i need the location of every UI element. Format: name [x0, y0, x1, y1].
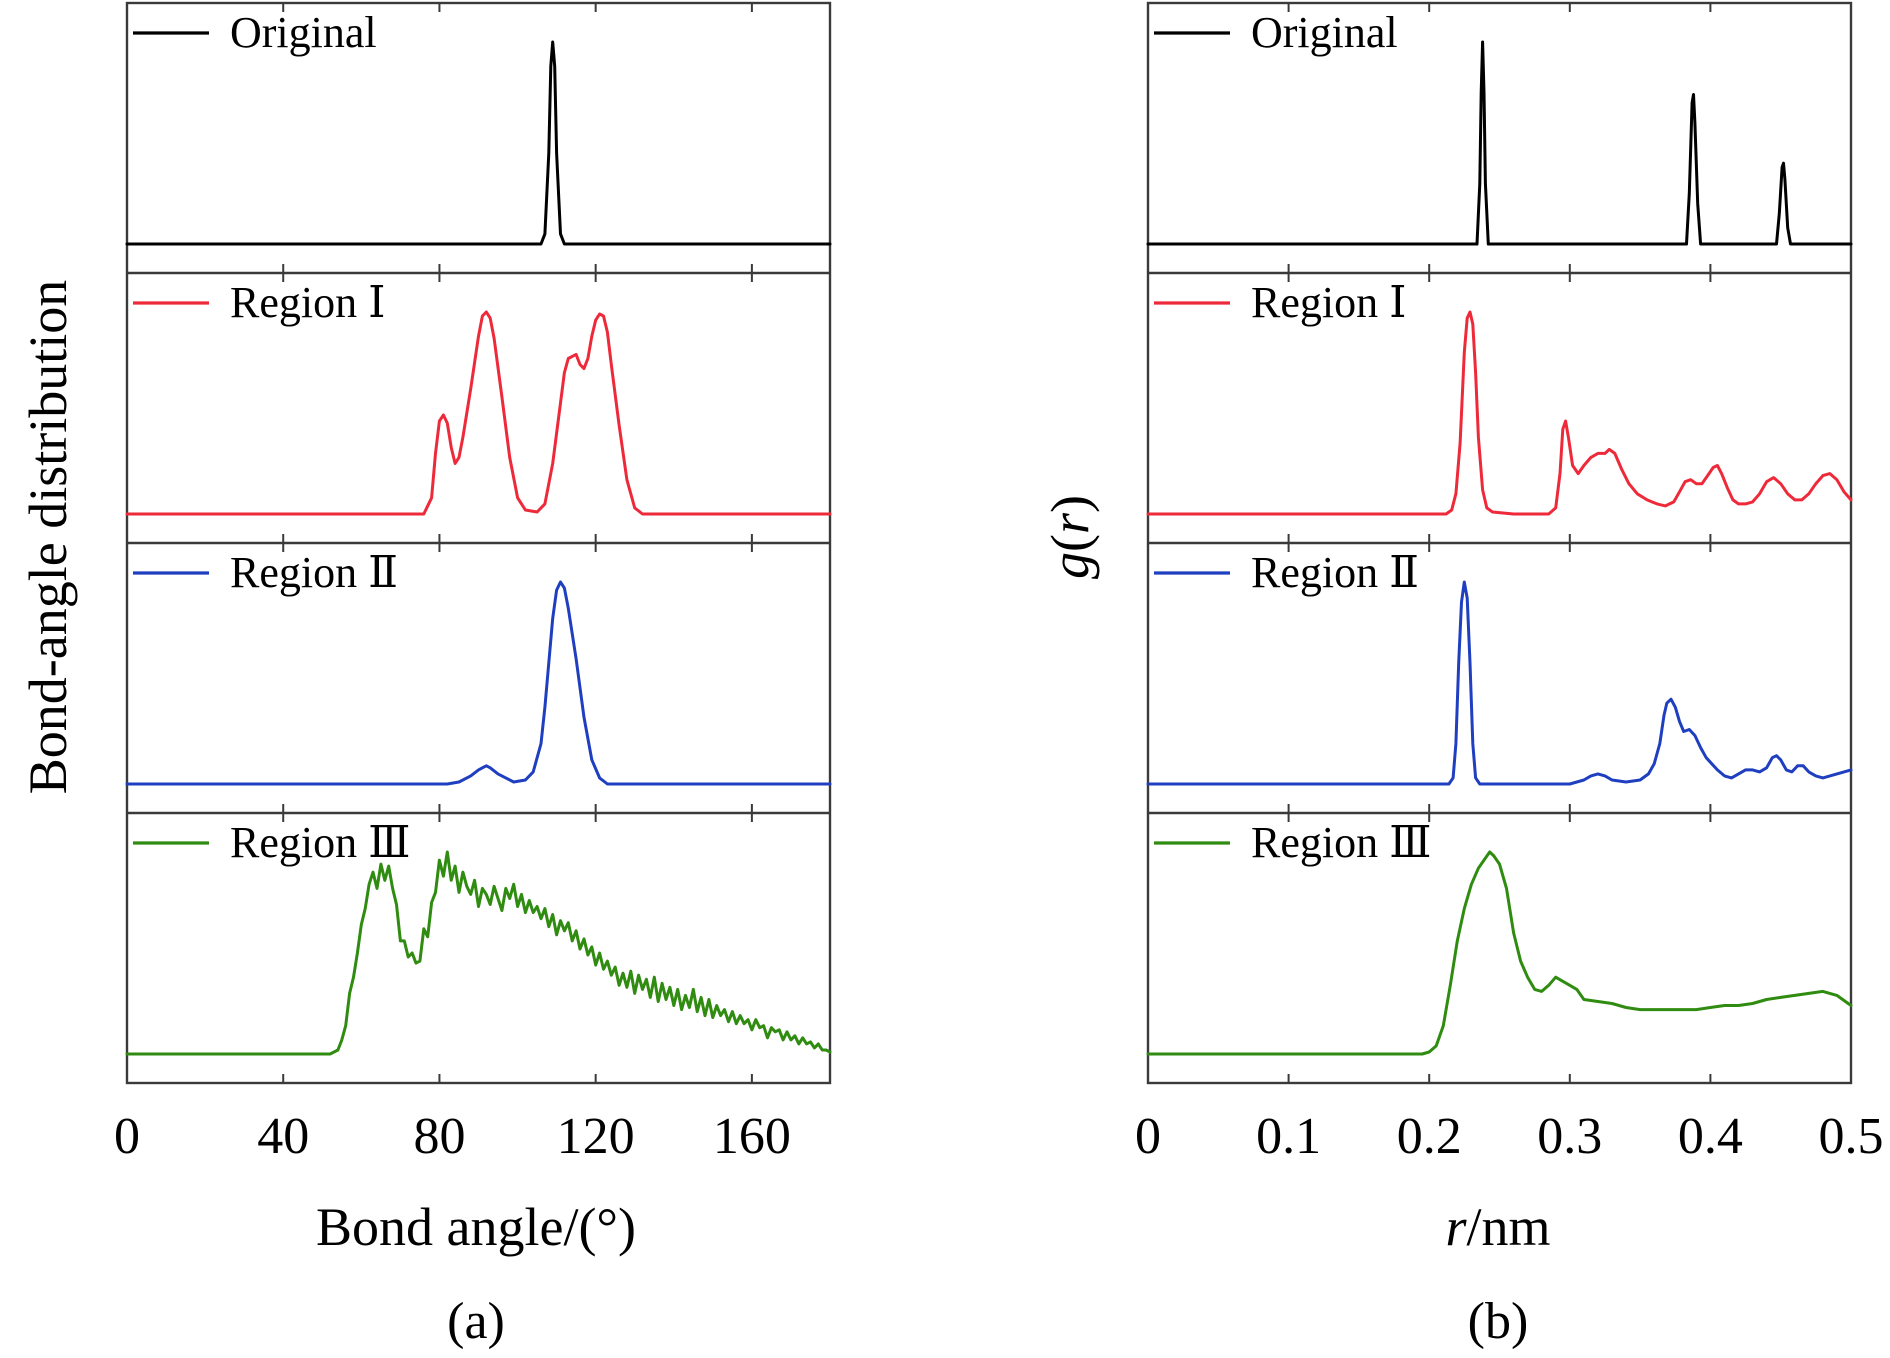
- panel-b-legend-label: Original: [1251, 8, 1398, 57]
- panel-a-y-axis-label: Bond-angle distribution: [18, 280, 78, 794]
- panel-b-x-axis-label-r: r: [1445, 1197, 1467, 1257]
- panel-a-legend-label: Region Ⅰ: [230, 278, 385, 327]
- panel-b-x-tick-label: 0.3: [1537, 1108, 1602, 1165]
- panel-b-legend-label: Region Ⅰ: [1251, 278, 1406, 327]
- panel-a-series-line: [125, 310, 832, 516]
- panel-b-x-tick-label: 0.2: [1397, 1108, 1462, 1165]
- panel-b-x-tick-label: 0: [1135, 1108, 1161, 1165]
- panel-b-label: (b): [1468, 1293, 1529, 1350]
- panel-b-y-axis-label-g: g: [1040, 552, 1100, 579]
- panel-b-series-line: [1146, 310, 1853, 516]
- panel-b-x-axis-label: r/nm: [1445, 1197, 1550, 1257]
- panel-b: 0 0.1 0.2 0.3 0.4 0.5 Original Region Ⅰ Region Ⅱ…: [1135, 1, 1884, 1165]
- panel-b-series-line: [1146, 580, 1853, 786]
- panel-a-x-tick-label: 80: [413, 1108, 465, 1165]
- panel-a-x-tick-label: 160: [713, 1108, 791, 1165]
- panel-b-x-tick-label: 0.1: [1256, 1108, 1321, 1165]
- panel-b-series-line: [1146, 850, 1853, 1056]
- panel-a-legend-label: Region Ⅱ: [230, 548, 398, 597]
- panel-b-y-axis-label-close: ): [1040, 495, 1100, 513]
- panel-a-x-tick-label: 40: [257, 1108, 309, 1165]
- panel-b-y-axis-label-open: (: [1040, 534, 1100, 552]
- panel-b-y-axis-label-r: r: [1040, 512, 1100, 534]
- panel-b-legend-label: Region Ⅱ: [1251, 548, 1419, 597]
- panel-b-legend-label: Region Ⅲ: [1251, 818, 1432, 867]
- panel-a-legend-label: Region Ⅲ: [230, 818, 411, 867]
- panel-a-x-tick-label: 120: [557, 1108, 635, 1165]
- panel-a-legend-label: Original: [230, 8, 377, 57]
- panel-b-x-tick-label: 0.4: [1678, 1108, 1743, 1165]
- panel-a-x-axis-label: Bond angle/(°): [316, 1197, 636, 1257]
- panel-b-y-axis-label: g(r): [1040, 495, 1100, 579]
- panel-a-series-line: [125, 40, 832, 246]
- panel-b-x-tick-label: 0.5: [1819, 1108, 1884, 1165]
- panel-a: 0 40 80 120 160 Original Region Ⅰ Region Ⅱ Regio…: [114, 1, 832, 1165]
- panel-b-x-axis-label-unit: /nm: [1467, 1197, 1551, 1257]
- panel-a-series-line: [125, 850, 832, 1056]
- panel-a-x-tick-label: 0: [114, 1108, 140, 1165]
- panel-a-label: (a): [447, 1293, 505, 1350]
- panel-a-series-line: [125, 580, 832, 786]
- panel-b-series-line: [1146, 40, 1853, 246]
